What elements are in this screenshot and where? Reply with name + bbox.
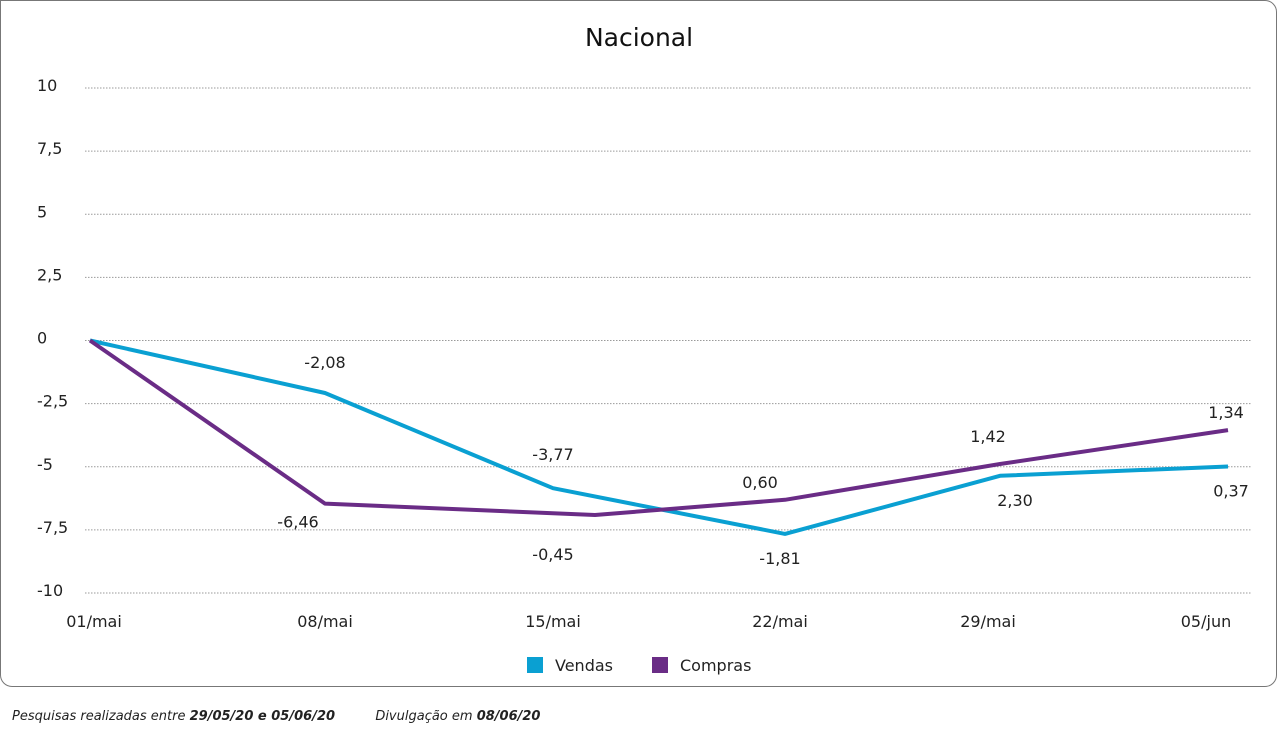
data-label-vendas: 0,37 xyxy=(1213,481,1249,500)
x-tick-label: 29/mai xyxy=(960,612,1016,631)
y-tick-label: 5 xyxy=(37,202,47,221)
y-tick-label: -7,5 xyxy=(37,518,68,537)
survey-dates: 29/05/20 e 05/06/20 xyxy=(189,709,336,724)
series-line-compras xyxy=(88,338,1229,517)
y-tick-label: 7,5 xyxy=(37,139,62,158)
release-prefix: Divulgação em xyxy=(375,709,473,724)
y-tick-label: 10 xyxy=(37,76,57,95)
x-tick-label: 01/mai xyxy=(66,612,122,631)
legend-swatch-compras xyxy=(652,657,668,673)
data-label-compras: 1,42 xyxy=(970,427,1006,446)
x-tick-label: 05/jun xyxy=(1181,612,1231,631)
data-label-compras: 0,60 xyxy=(742,473,778,492)
footer-note: Pesquisas realizadas entre 29/05/20 e 05… xyxy=(12,709,540,724)
x-tick-label: 15/mai xyxy=(525,612,581,631)
data-label-compras: 1,34 xyxy=(1208,403,1244,422)
series-line-vendas xyxy=(89,338,1229,536)
legend-swatch-vendas xyxy=(527,657,543,673)
x-tick-label: 08/mai xyxy=(297,612,353,631)
y-tick-label: 2,5 xyxy=(37,265,62,284)
data-label-vendas: -2,08 xyxy=(304,353,345,372)
chart-title: Nacional xyxy=(585,23,693,52)
data-label-vendas: 2,30 xyxy=(997,491,1033,510)
y-tick-label: -10 xyxy=(37,581,63,600)
x-tick-label: 22/mai xyxy=(752,612,808,631)
legend-label-vendas: Vendas xyxy=(555,656,613,675)
y-tick-label: -2,5 xyxy=(37,392,68,411)
y-tick-label: 0 xyxy=(37,329,47,348)
y-tick-label: -5 xyxy=(37,455,53,474)
survey-prefix: Pesquisas realizadas entre xyxy=(12,709,186,724)
data-label-compras: -6,46 xyxy=(277,513,318,532)
release-date: 08/06/20 xyxy=(476,709,541,724)
data-label-vendas: -1,81 xyxy=(759,549,800,568)
data-label-compras: -0,45 xyxy=(532,545,573,564)
line-chart: Nacional 10 7,5 5 2,5 0 -2,5 -5 -7,5 -10 01/mai 0… xyxy=(37,23,1252,675)
legend-label-compras: Compras xyxy=(680,656,751,675)
chart-frame xyxy=(0,0,1277,687)
data-label-vendas: -3,77 xyxy=(532,445,573,464)
